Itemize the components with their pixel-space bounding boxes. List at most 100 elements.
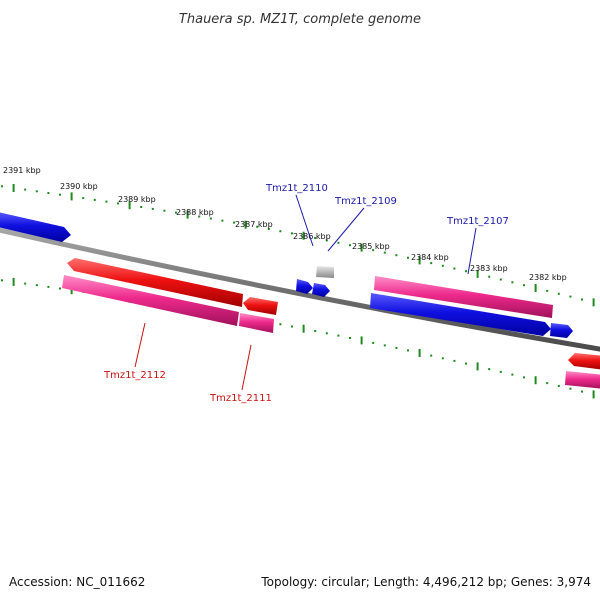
minor-tick — [256, 225, 259, 228]
gene-arrow-tmz1t-2112-red[interactable] — [67, 258, 243, 307]
minor-tick — [209, 217, 212, 220]
reverse-strand-genes — [62, 258, 600, 389]
minor-tick — [395, 254, 398, 257]
minor-tick — [372, 249, 375, 252]
minor-tick — [47, 192, 50, 194]
leader-line-tmz1t-2112 — [134, 322, 146, 368]
gene-label-tmz1t-2109[interactable]: Tmz1t_2109 — [334, 196, 397, 207]
minor-tick — [35, 284, 38, 287]
minor-tick — [35, 190, 38, 193]
major-tick — [476, 362, 479, 371]
gene-arrow-right-edge-pink[interactable] — [565, 371, 600, 389]
minor-tick — [314, 330, 317, 332]
minor-tick — [337, 334, 340, 337]
minor-tick — [291, 232, 293, 235]
minor-tick — [24, 282, 27, 285]
minor-tick — [105, 200, 108, 203]
major-tick — [360, 336, 363, 345]
minor-tick — [407, 349, 409, 352]
minor-tick — [441, 264, 444, 267]
gene-arrow-tmz1t-2107-blue[interactable] — [370, 293, 551, 336]
pseudo-gene-tmz1t-2109[interactable] — [316, 266, 334, 278]
gene-arrow-right-edge-red[interactable] — [568, 353, 600, 370]
minor-tick — [511, 373, 514, 376]
gene-label-tmz1t-2110[interactable]: Tmz1t_2110 — [265, 183, 328, 194]
minor-tick — [557, 292, 560, 295]
major-tick — [244, 220, 247, 229]
minor-tick — [523, 376, 525, 379]
map-title: Thauera sp. MZ1T, complete genome — [179, 12, 421, 27]
tick-track-upper — [1, 184, 595, 307]
gene-arrow-tmz1t-2110a[interactable] — [296, 279, 313, 294]
leader-line-tmz1t-2111 — [241, 344, 252, 391]
minor-tick — [279, 230, 282, 233]
minor-tick — [267, 228, 270, 230]
leader-line-tmz1t-2110 — [295, 194, 314, 247]
minor-tick — [546, 289, 549, 292]
minor-tick — [488, 275, 491, 278]
kbp-label: 2383 kbp — [470, 264, 508, 273]
minor-tick — [499, 278, 502, 281]
major-tick — [12, 184, 15, 192]
major-tick — [186, 210, 189, 219]
minor-tick — [151, 207, 154, 210]
kbp-label: 2391 kbp — [3, 166, 41, 175]
minor-tick — [175, 211, 177, 214]
minor-tick — [279, 323, 282, 326]
minor-tick — [441, 357, 444, 360]
gene-label-tmz1t-2111[interactable]: Tmz1t_2111 — [209, 393, 272, 404]
minor-tick — [337, 241, 340, 244]
minor-tick — [24, 188, 27, 191]
kbp-label: 2390 kbp — [60, 182, 98, 191]
gene-arrow-left-edge[interactable] — [0, 212, 71, 242]
minor-tick — [314, 237, 317, 239]
minor-tick — [453, 267, 456, 270]
minor-tick — [140, 206, 143, 208]
minor-tick — [430, 354, 433, 357]
major-tick — [12, 277, 15, 286]
major-tick — [70, 192, 73, 201]
minor-tick — [349, 244, 351, 247]
minor-tick — [465, 270, 467, 273]
gene-arrow-tmz1t-2111-pink[interactable] — [239, 313, 274, 333]
gene-arrow-right-small[interactable] — [550, 323, 573, 338]
gene-arrow-tmz1t-2111-red[interactable] — [243, 297, 278, 315]
minor-tick — [1, 279, 3, 282]
minor-tick — [1, 185, 3, 188]
tick-track-lower — [1, 277, 595, 399]
gene-arrow-tmz1t-2107-pink[interactable] — [374, 276, 553, 318]
minor-tick — [349, 337, 351, 339]
major-tick — [418, 349, 421, 357]
minor-tick — [407, 256, 409, 259]
kbp-label: 2388 kbp — [176, 208, 214, 217]
major-tick — [302, 324, 305, 333]
minor-tick — [59, 287, 61, 290]
minor-tick — [581, 298, 583, 301]
gene-arrow-tmz1t-2110b[interactable] — [312, 283, 330, 297]
major-tick — [70, 286, 73, 295]
minor-tick — [117, 202, 119, 205]
kbp-label: 2386 kbp — [293, 232, 331, 241]
minor-tick — [291, 325, 293, 328]
major-tick — [534, 284, 537, 292]
minor-tick — [221, 219, 224, 222]
minor-tick — [82, 197, 85, 200]
minor-tick — [383, 344, 386, 347]
major-tick — [476, 269, 479, 278]
minor-tick — [198, 215, 201, 218]
forward-strand-genes — [0, 212, 573, 338]
minor-tick — [372, 341, 375, 344]
gene-arrow-tmz1t-2112-pink[interactable] — [62, 275, 239, 326]
gene-leader-lines — [134, 194, 477, 391]
minor-tick — [93, 198, 96, 201]
leader-line-tmz1t-2107 — [467, 227, 477, 275]
minor-tick — [546, 382, 549, 385]
topology-text: Topology: circular; Length: 4,496,212 bp… — [260, 575, 591, 589]
minor-tick — [325, 332, 328, 335]
gene-label-tmz1t-2107[interactable]: Tmz1t_2107 — [446, 216, 509, 227]
minor-tick — [557, 384, 560, 387]
gene-label-tmz1t-2112[interactable]: Tmz1t_2112 — [103, 370, 166, 381]
major-tick — [128, 201, 131, 210]
minor-tick — [233, 221, 235, 224]
